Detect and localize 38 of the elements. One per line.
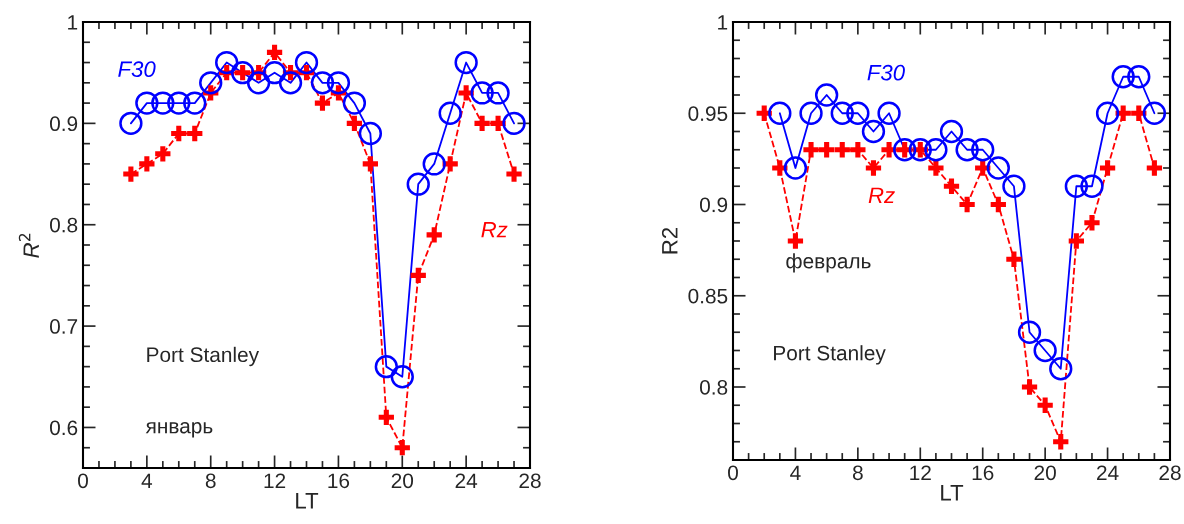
y-tick-label: 0.8 <box>699 380 728 395</box>
x-tick-label: 28 <box>1159 465 1181 481</box>
x-tick-label: 12 <box>264 473 286 488</box>
y-axis-title: R$^{2}$ <box>18 233 39 258</box>
y-tick-label: 1 <box>68 15 78 30</box>
x-tick-label: 12 <box>910 465 931 480</box>
series-label: F30 <box>118 61 156 78</box>
y-axis-title: R2 <box>661 227 678 254</box>
x-axis-title: LT <box>941 485 964 501</box>
y-tick-label: 0.9 <box>49 116 78 132</box>
y-tick-label: 0.95 <box>688 106 728 121</box>
x-tick-label: 24 <box>1097 465 1119 480</box>
annotation: Port Stanley <box>147 346 260 367</box>
y-tick-label: 0.85 <box>688 288 728 304</box>
annotation: Port Stanley <box>774 345 886 365</box>
annotation: январь <box>145 422 213 438</box>
annotation: февраль <box>786 253 871 273</box>
x-tick-label: 0 <box>78 473 88 489</box>
y-tick-label: 0.8 <box>49 217 78 233</box>
x-tick-label: 16 <box>328 473 350 489</box>
x-tick-label: 8 <box>205 473 216 489</box>
x-axis-title: LT <box>296 493 319 509</box>
y-tick-label: 0.9 <box>699 197 728 213</box>
y-tick-label: 0.7 <box>49 319 78 334</box>
x-tick-label: 0 <box>728 465 738 481</box>
series-label: F30 <box>867 64 905 81</box>
x-tick-label: 24 <box>455 473 478 488</box>
series-label: Rz <box>868 187 895 203</box>
x-tick-label: 20 <box>1034 465 1056 481</box>
y-tick-label: 1 <box>718 15 728 30</box>
series-label: Rz <box>481 222 508 238</box>
x-tick-label: 20 <box>391 473 414 489</box>
y-tick-label: 0.6 <box>49 420 78 436</box>
x-tick-label: 4 <box>790 465 801 480</box>
x-tick-label: 28 <box>519 473 541 489</box>
x-tick-label: 16 <box>972 465 994 481</box>
x-tick-label: 8 <box>852 465 863 481</box>
x-tick-label: 4 <box>141 473 153 488</box>
